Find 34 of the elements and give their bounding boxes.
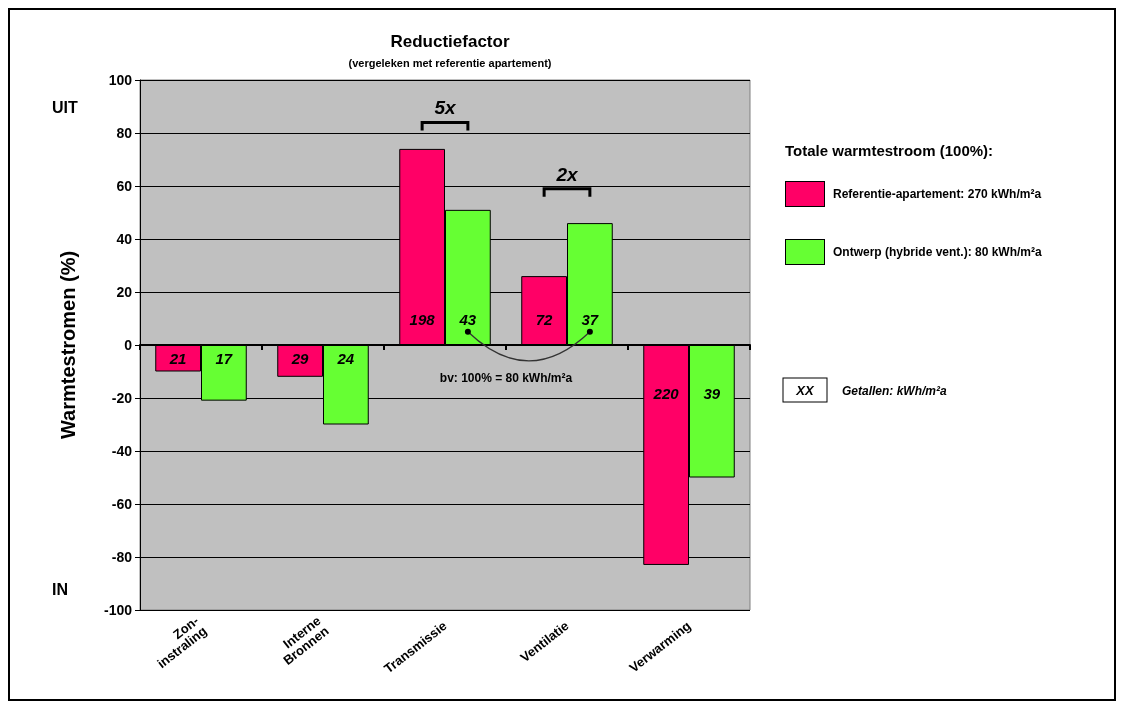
- annotation: 29: [290, 350, 310, 368]
- y-tick-label: -20: [111, 390, 133, 406]
- chart-subtitle: (vergeleken met referentie apartement): [348, 56, 552, 69]
- y-tick-label: 80: [116, 125, 133, 141]
- legend-label: Referentie-apartement: 270 kWh/m²a: [833, 187, 1042, 201]
- y-tick-label: 0: [124, 337, 133, 353]
- annotation: bv: 100% = 80 kWh/m²a: [439, 371, 573, 386]
- annotation: 37: [581, 310, 599, 328]
- text: XX: [795, 383, 815, 398]
- y-axis-title: Warmtestromen (%): [57, 250, 79, 440]
- annotation: 39: [703, 384, 721, 402]
- y-tick-label: -100: [103, 602, 133, 618]
- legend-label: Ontwerp (hybride vent.): 80 kWh/m²a: [833, 245, 1042, 259]
- annotation: 5x: [434, 97, 457, 119]
- text: IN: [52, 580, 68, 598]
- y-tick-label: -40: [111, 443, 133, 459]
- annotation: 24: [336, 350, 355, 368]
- y-tick-label: 60: [116, 178, 133, 194]
- y-tick-label: 40: [116, 231, 133, 247]
- annotation: 72: [535, 310, 554, 328]
- annotation: 220: [652, 384, 680, 402]
- legend-title: Totale warmtestroom (100%):: [785, 142, 994, 159]
- y-tick-label: -60: [111, 496, 133, 512]
- text: Getallen: kWh/m²a: [842, 384, 948, 398]
- chart-title: Reductiefactor: [390, 32, 510, 51]
- text: UIT: [52, 98, 78, 116]
- annotation: 17: [215, 350, 233, 368]
- annotation: 2x: [555, 163, 579, 185]
- y-tick-label: 20: [116, 284, 133, 300]
- annotation: 21: [168, 350, 187, 368]
- y-tick-label: 100: [108, 72, 133, 88]
- annotation: 198: [409, 310, 436, 328]
- y-tick-label: -80: [111, 549, 133, 565]
- annotation: 43: [458, 310, 477, 328]
